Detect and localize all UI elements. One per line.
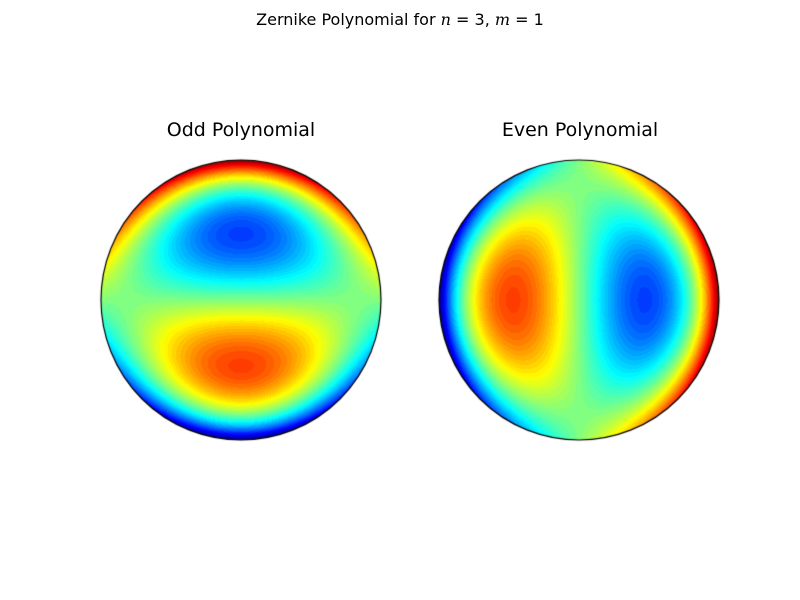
suptitle-m-value: 1	[533, 10, 544, 29]
suptitle-n-symbol: n	[440, 10, 451, 29]
odd-polynomial-title: Odd Polynomial	[166, 119, 316, 141]
suptitle-n-value: 3	[474, 10, 485, 29]
odd-polynomial-disk-plot	[99, 158, 383, 442]
even-polynomial-title: Even Polynomial	[501, 119, 659, 141]
suptitle-equals-n: =	[450, 10, 475, 29]
suptitle-prefix: Zernike Polynomial for	[256, 10, 441, 29]
suptitle-separator: ,	[484, 10, 495, 29]
suptitle-equals-m: =	[510, 10, 534, 29]
even-polynomial-disk-plot	[437, 158, 721, 442]
figure-suptitle: Zernike Polynomial for n = 3, m = 1	[0, 10, 800, 29]
suptitle-m-symbol: m	[494, 10, 511, 29]
